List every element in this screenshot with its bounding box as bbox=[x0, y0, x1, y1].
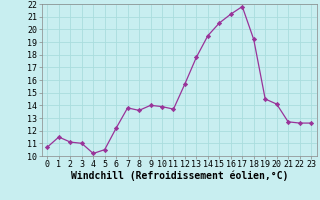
X-axis label: Windchill (Refroidissement éolien,°C): Windchill (Refroidissement éolien,°C) bbox=[70, 171, 288, 181]
